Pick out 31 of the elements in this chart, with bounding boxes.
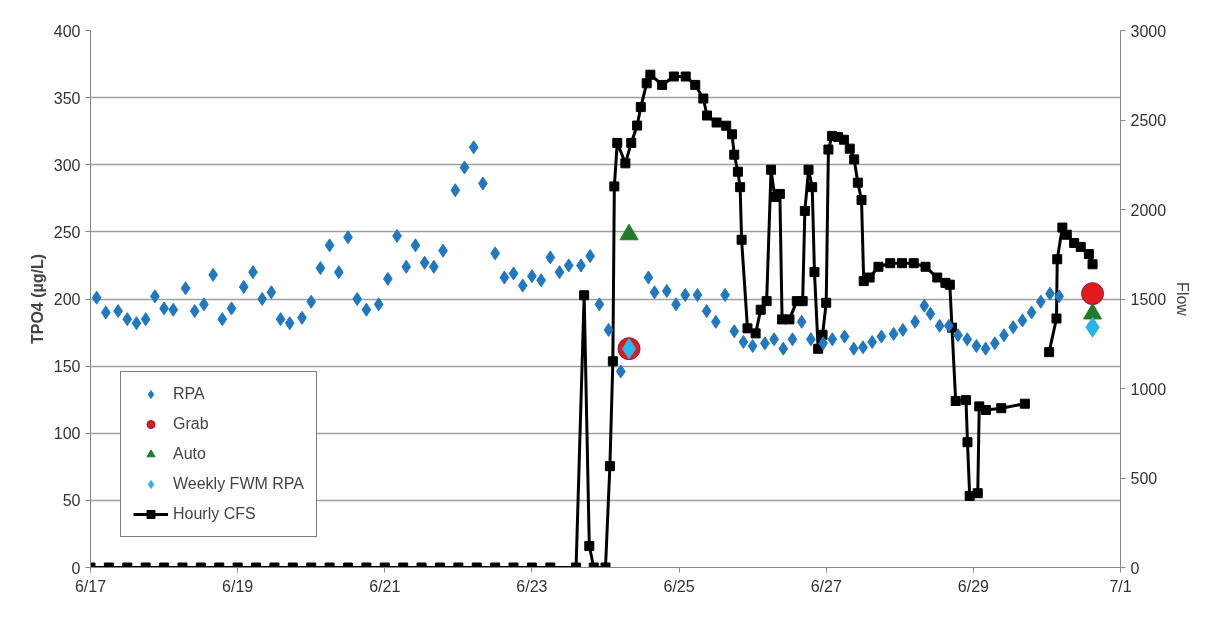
legend-label: Hourly CFS xyxy=(173,505,256,523)
legend-label: RPA xyxy=(173,385,205,403)
y2-tick-label: 2000 xyxy=(1130,201,1167,219)
legend-label: Weekly FWM RPA xyxy=(173,475,304,493)
y-tick-label: 100 xyxy=(53,425,81,443)
y-tick-label: 0 xyxy=(71,559,81,577)
y-tick-label: 200 xyxy=(53,291,81,308)
x-tick-label: 6/17 xyxy=(74,577,107,595)
y-tick-label: 400 xyxy=(53,22,81,40)
x-tick-label: 6/21 xyxy=(369,577,401,595)
y-tick-label: 350 xyxy=(53,89,81,107)
x-tick-label: 6/19 xyxy=(222,577,254,595)
y-tick-label: 150 xyxy=(53,358,81,376)
y-tick-label: 250 xyxy=(53,223,81,241)
legend-label: Auto xyxy=(173,445,206,463)
y-tick-label: 50 xyxy=(62,492,81,510)
y2-tick-label: 1500 xyxy=(1130,291,1167,308)
legend-label: Grab xyxy=(173,415,209,433)
y-tick-label: 300 xyxy=(53,156,81,174)
y-axis-title: TPO4 (µg/L) xyxy=(28,253,46,345)
y2-axis-title: Flow xyxy=(1174,282,1192,317)
x-tick-label: 7/1 xyxy=(1109,577,1132,595)
y2-tick-label: 2500 xyxy=(1130,112,1167,129)
x-tick-label: 6/23 xyxy=(516,577,548,595)
y2-tick-label: 500 xyxy=(1130,470,1158,487)
x-tick-label: 6/27 xyxy=(810,577,842,595)
x-tick-label: 6/29 xyxy=(957,577,990,595)
y2-tick-label: 0 xyxy=(1130,559,1140,577)
y2-tick-label: 3000 xyxy=(1130,22,1167,40)
y2-tick-label: 1000 xyxy=(1130,380,1167,398)
x-tick-label: 6/25 xyxy=(663,577,695,595)
